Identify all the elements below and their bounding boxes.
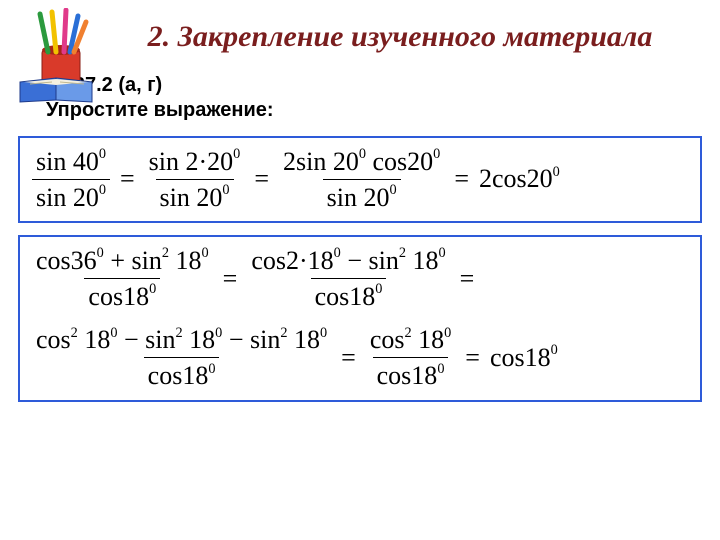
equals-sign: = xyxy=(450,164,473,194)
fraction: cos2 180 cos180 xyxy=(366,324,455,391)
equals-sign: = xyxy=(250,164,273,194)
equals-sign: = xyxy=(456,264,479,294)
books-pencils-icon xyxy=(12,8,112,103)
equals-sign: = xyxy=(461,343,484,373)
equation-box-2: cos360 + sin2 180 cos180 = cos2·180 − si… xyxy=(18,235,702,402)
fraction: sin 2·200 sin 200 xyxy=(145,146,245,213)
fraction: cos2 180 − sin2 180 − sin2 180 cos180 xyxy=(32,324,331,391)
equals-sign: = xyxy=(116,164,139,194)
result: 2cos200 xyxy=(479,164,560,194)
fraction: 2sin 200 cos200 sin 200 xyxy=(279,146,444,213)
equals-sign: = xyxy=(337,343,360,373)
fraction: sin 400 sin 200 xyxy=(32,146,110,213)
result: cos180 xyxy=(490,343,558,373)
equation-box-1: sin 400 sin 200 = sin 2·200 sin 200 = 2s… xyxy=(18,136,702,223)
fraction: cos360 + sin2 180 cos180 xyxy=(32,245,213,312)
fraction: cos2·180 − sin2 180 cos180 xyxy=(247,245,449,312)
equals-sign: = xyxy=(219,264,242,294)
